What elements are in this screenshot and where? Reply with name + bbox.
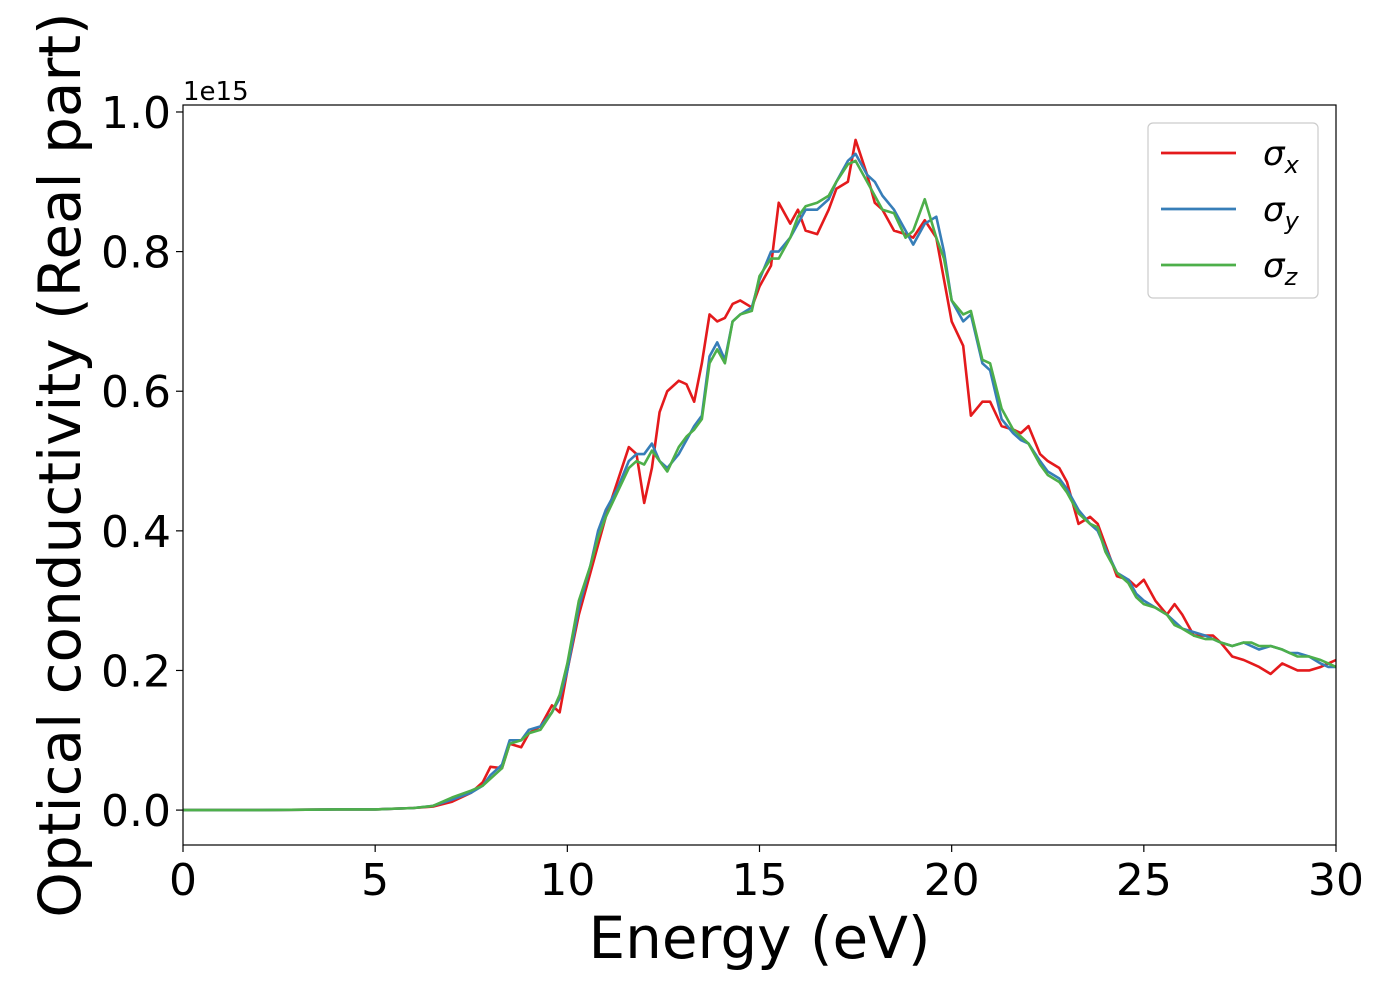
series-line-x bbox=[183, 138, 1336, 812]
y-axis: 0.0 0.2 0.4 0.6 0.8 1.0 bbox=[101, 88, 183, 837]
y-tick-label: 0.2 bbox=[101, 646, 171, 697]
y-offset-label: 1e15 bbox=[183, 77, 249, 107]
y-tick-label: 0.8 bbox=[101, 228, 171, 279]
x-tick-label: 15 bbox=[732, 855, 788, 906]
y-tick-label: 0.0 bbox=[101, 786, 171, 837]
legend-box bbox=[1147, 122, 1319, 299]
legend-label-y: σy bbox=[1263, 190, 1300, 235]
x-axis-label: Energy (eV) bbox=[588, 904, 930, 972]
x-tick-label: 30 bbox=[1308, 855, 1364, 906]
y-tick-label: 0.4 bbox=[101, 507, 171, 558]
x-axis: 0 5 10 15 20 25 30 bbox=[169, 845, 1364, 906]
x-tick-label: 0 bbox=[169, 855, 197, 906]
x-tick-label: 5 bbox=[361, 855, 389, 906]
y-tick-label: 0.6 bbox=[101, 367, 171, 418]
series-line-z bbox=[183, 159, 1336, 812]
x-tick-label: 25 bbox=[1116, 855, 1172, 906]
legend: σx σy σz bbox=[1147, 122, 1319, 299]
x-tick-label: 20 bbox=[924, 855, 980, 906]
legend-label-x: σx bbox=[1263, 134, 1300, 179]
series-layer bbox=[183, 138, 1336, 812]
x-tick-label: 10 bbox=[539, 855, 595, 906]
y-tick-label: 1.0 bbox=[101, 88, 171, 139]
legend-label-z: σz bbox=[1263, 246, 1299, 291]
y-axis-label: Optical conductivity (Real part) bbox=[26, 12, 94, 917]
